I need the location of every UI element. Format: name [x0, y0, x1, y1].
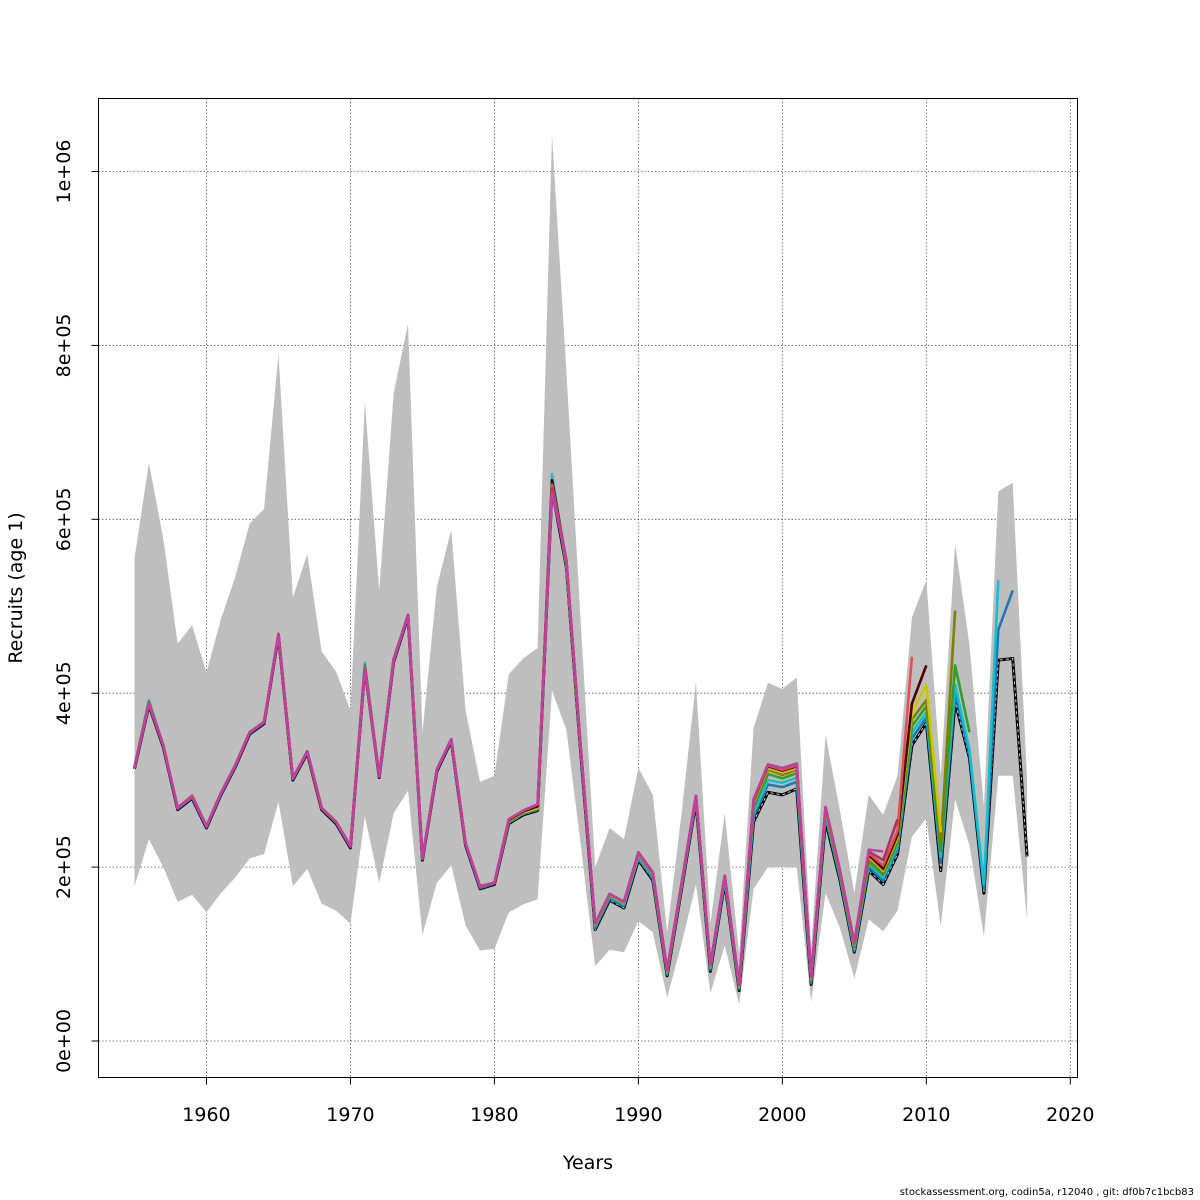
- confidence-band-area: [134, 135, 1028, 1005]
- y-tick-label: 0e+00: [53, 1009, 75, 1073]
- x-tick-label: 1990: [614, 1104, 662, 1126]
- series-line-9: [133, 490, 884, 986]
- x-axis: 1960 1970 1980 1990 2000 2010 2020: [182, 1077, 1094, 1126]
- x-tick-label: 2000: [758, 1104, 806, 1126]
- x-axis-title: Years: [562, 1152, 613, 1174]
- y-tick-label: 1e+06: [53, 140, 75, 204]
- confidence-band: [134, 135, 1028, 1005]
- series-lines: [133, 472, 1029, 993]
- y-axis: 0e+00 2e+05 4e+05 6e+05 8e+05 1e+06: [53, 140, 99, 1073]
- x-tick-label: 1970: [326, 1104, 374, 1126]
- y-tick-label: 6e+05: [53, 487, 75, 551]
- y-tick-label: 8e+05: [53, 313, 75, 377]
- x-tick-label: 1960: [182, 1104, 230, 1126]
- y-tick-label: 2e+05: [53, 835, 75, 899]
- x-tick-label: 2010: [902, 1104, 950, 1126]
- series-line-0-dash: [134, 488, 1028, 991]
- y-tick-label: 4e+05: [53, 661, 75, 725]
- x-tick-label: 1980: [470, 1104, 518, 1126]
- y-axis-title: Recruits (age 1): [5, 512, 27, 663]
- x-tick-label: 2020: [1046, 1104, 1094, 1126]
- footer-credit: stockassessment.org, codin5a, r12040 , g…: [899, 1187, 1194, 1198]
